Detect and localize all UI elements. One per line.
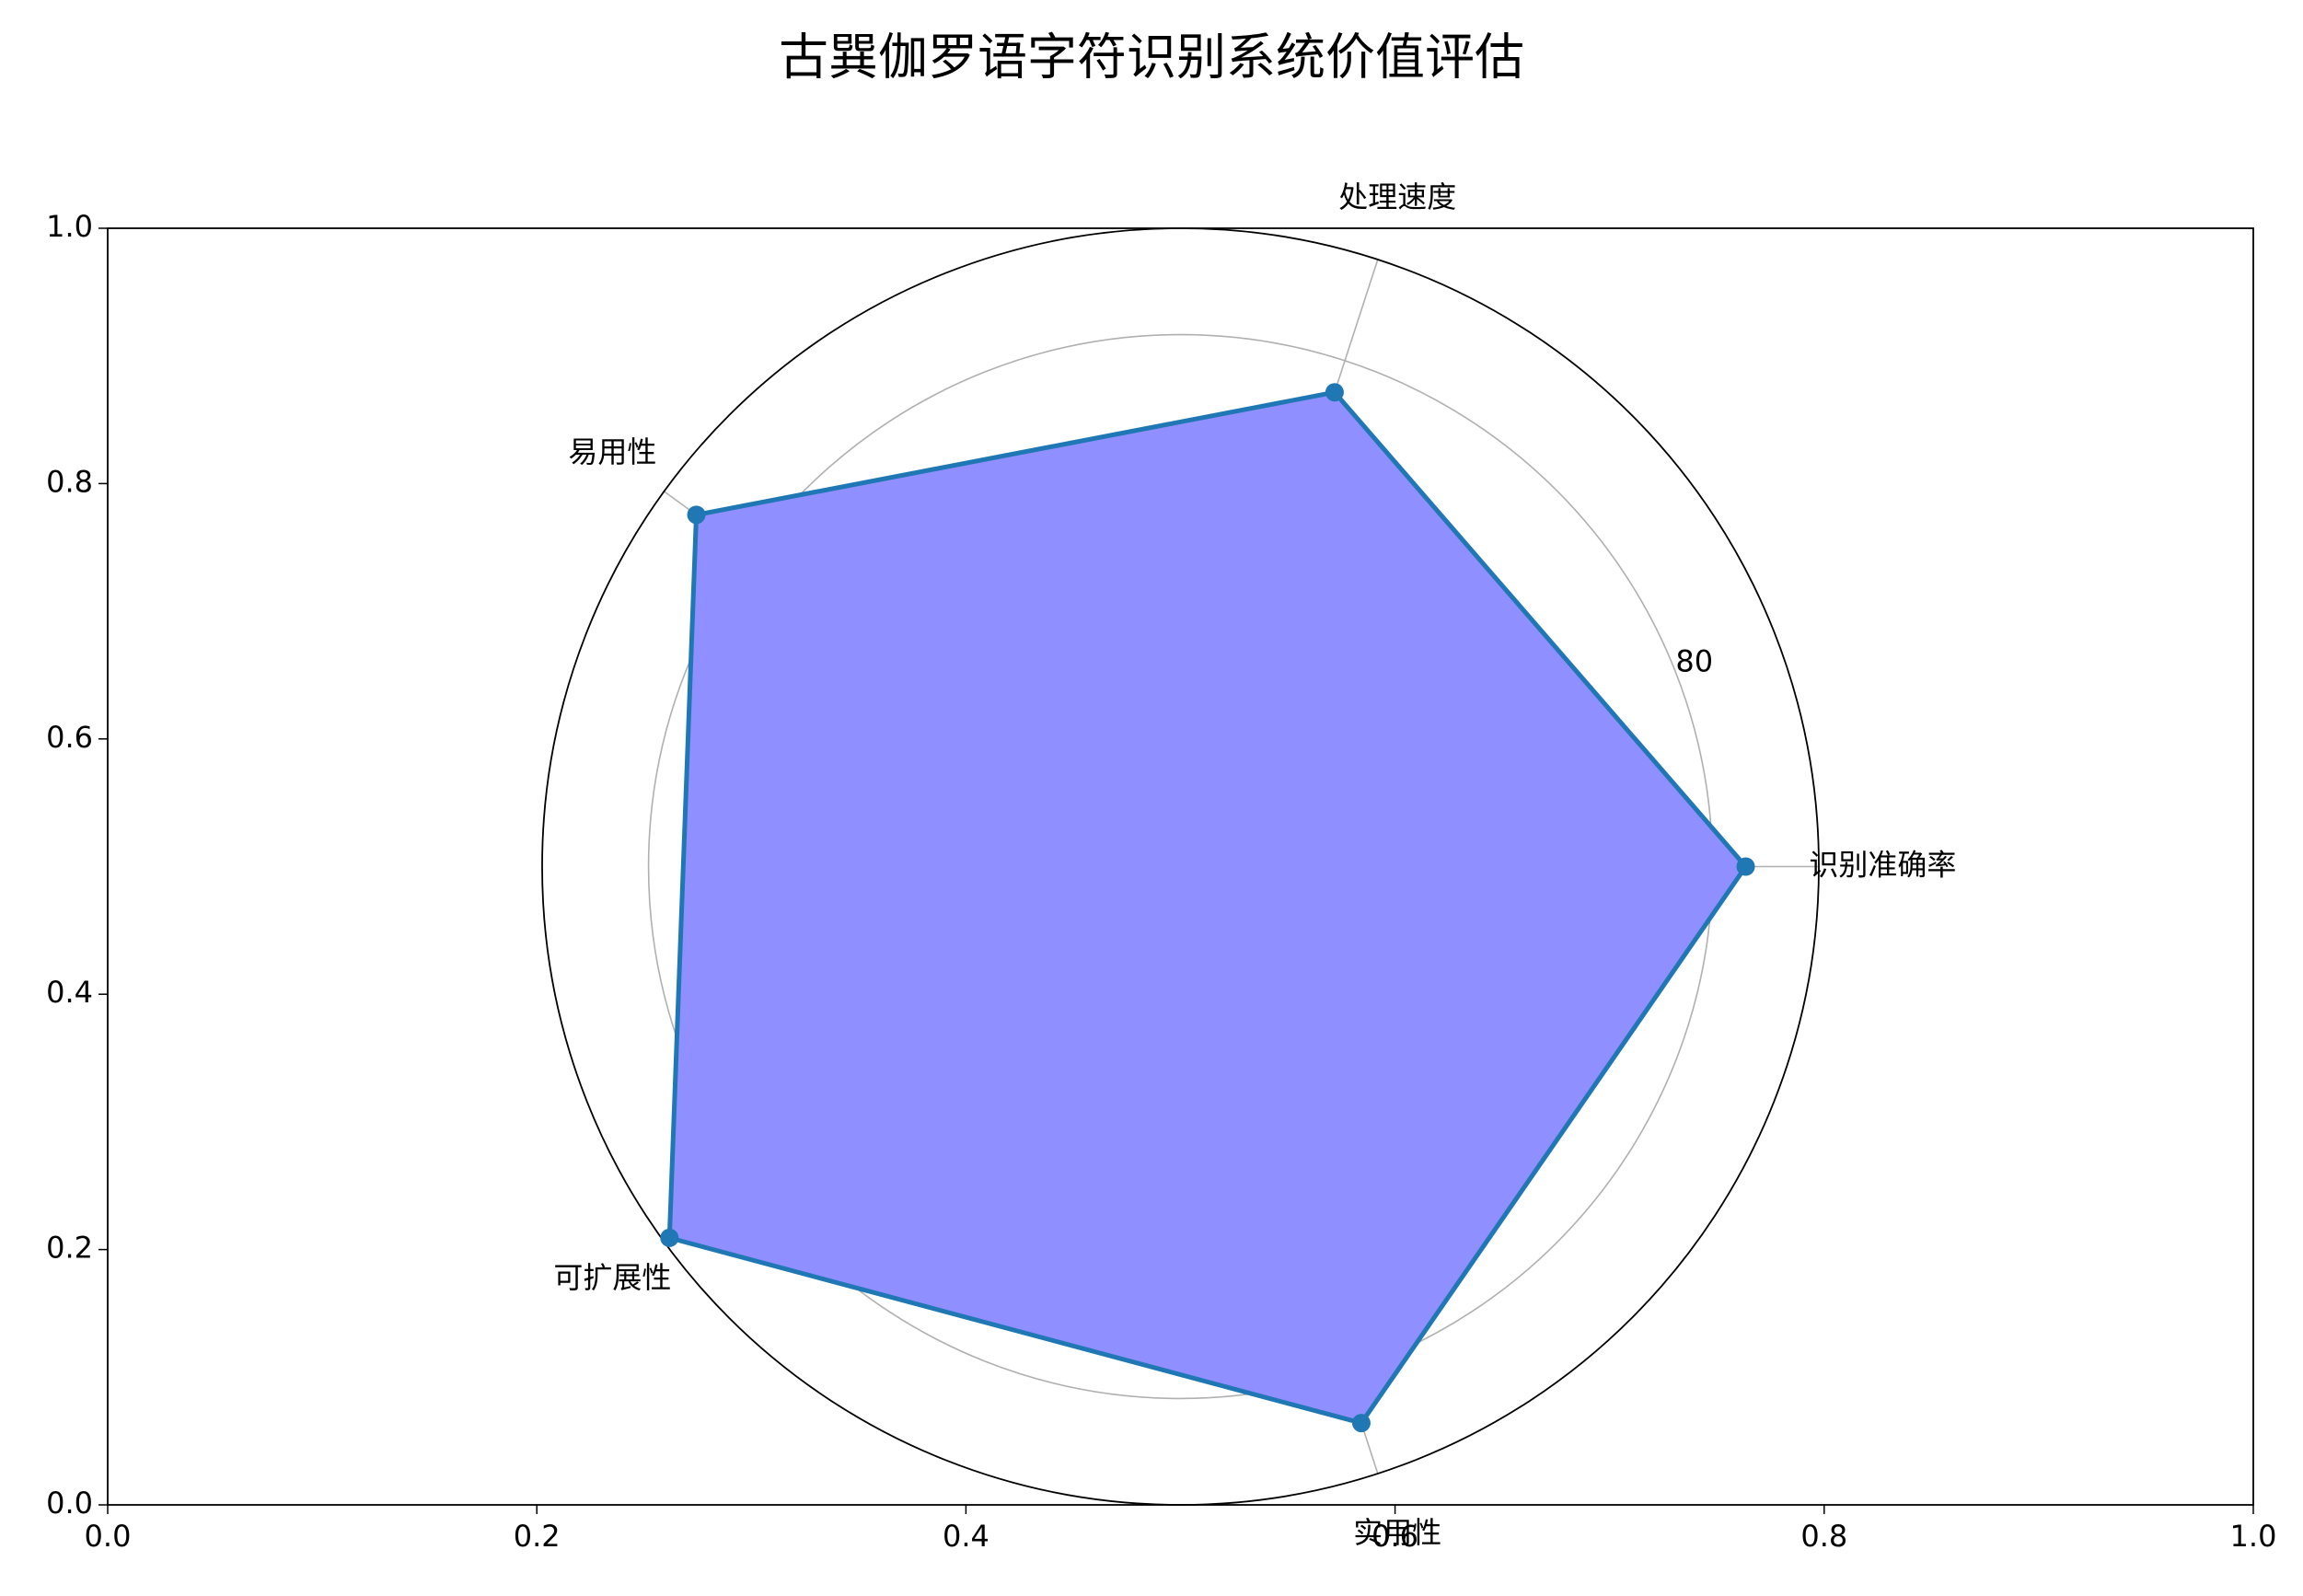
y-tick-label: 0.2 — [46, 1231, 93, 1266]
y-tick-label: 0.4 — [46, 975, 93, 1010]
x-tick-label: 0.8 — [1800, 1519, 1847, 1554]
x-tick-label: 0.2 — [514, 1519, 561, 1554]
polar-frame — [541, 227, 1820, 1506]
chart-title: 古巽伽罗语字符识别系统价值评估 — [779, 29, 1524, 87]
category-label: 易用性 — [568, 434, 656, 469]
radar-area — [666, 389, 1749, 1426]
radar-point — [660, 1228, 679, 1247]
category-label: 实用性 — [1353, 1515, 1441, 1550]
radar-point — [1351, 1414, 1371, 1433]
radar-point — [1736, 857, 1755, 876]
x-tick-label: 1.0 — [2230, 1519, 2277, 1554]
r-tick-label: 80 — [1675, 643, 1713, 678]
x-tick-label: 0.0 — [85, 1519, 132, 1554]
y-tick-label: 0.8 — [46, 464, 93, 499]
radar-point — [1325, 383, 1344, 402]
y-tick-label: 0.6 — [46, 720, 93, 755]
x-tick-label: 0.6 — [1371, 1519, 1418, 1554]
y-tick-label: 1.0 — [46, 209, 93, 244]
category-label: 处理速度 — [1338, 179, 1456, 214]
radar-point — [687, 505, 706, 525]
x-tick-label: 0.4 — [943, 1519, 989, 1554]
category-label: 识别准确率 — [1809, 848, 1956, 883]
category-label: 可扩展性 — [553, 1260, 671, 1295]
y-tick-label: 0.0 — [46, 1486, 93, 1521]
